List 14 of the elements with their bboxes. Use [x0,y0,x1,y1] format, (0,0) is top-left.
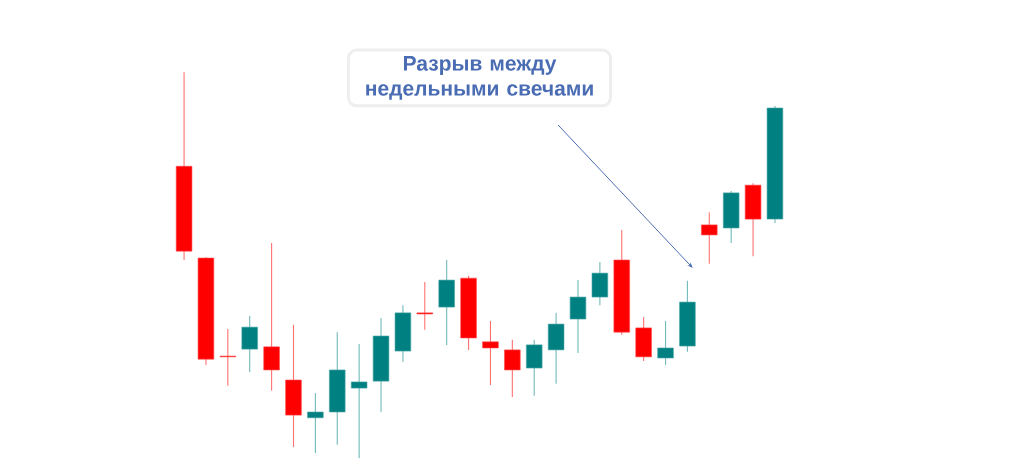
candlestick [482,320,499,386]
candlestick [657,320,674,366]
candlestick [701,211,718,265]
candlestick [526,339,543,397]
annotation: Разрыв между недельными свечами [366,56,593,100]
candlestick [569,279,587,354]
candlestick [219,328,237,387]
candlestick [504,339,521,398]
candlestick [591,261,609,306]
candlestick [350,343,368,459]
candlestick [416,281,433,331]
candlestick [263,242,280,392]
candlestick [307,392,324,454]
candlestick [241,315,258,373]
